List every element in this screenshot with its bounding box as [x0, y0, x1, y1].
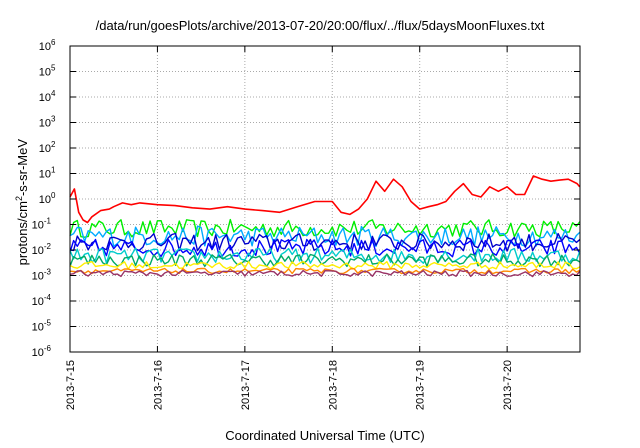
y-tick-label: 100 [39, 191, 56, 206]
y-tick-label: 106 [39, 38, 56, 53]
x-tick-label: 2013-7-15 [65, 360, 77, 410]
series-line [69, 260, 581, 270]
x-tick-label: 2013-7-20 [502, 360, 514, 410]
x-tick-label: 2013-7-17 [240, 360, 252, 410]
y-ticks: 10-6 10-5 10-4 10-3 10-2 10-1 100 101 102 103 104 1… [32, 38, 580, 359]
data-series [69, 175, 581, 278]
x-tick-label: 2013-7-18 [327, 360, 339, 410]
series-line [69, 267, 581, 275]
grid [70, 46, 580, 352]
y-tick-label: 10-3 [32, 268, 52, 283]
x-tick-label: 2013-7-19 [415, 360, 427, 410]
series-line [69, 253, 581, 268]
y-tick-label: 10-6 [32, 344, 52, 359]
y-tick-label: 105 [39, 64, 56, 79]
y-tick-label: 10-4 [32, 293, 52, 308]
series-line [69, 238, 581, 258]
y-tick-label: 103 [39, 115, 56, 130]
series-line [69, 175, 581, 224]
y-tick-label: 10-1 [32, 217, 52, 232]
x-ticks: 2013-7-15 2013-7-16 2013-7-17 2013-7-18 2013… [65, 46, 514, 410]
y-tick-label: 104 [39, 89, 56, 104]
x-tick-label: 2013-7-16 [152, 360, 164, 410]
series-line [69, 269, 581, 278]
y-tick-label: 10-5 [32, 319, 52, 334]
series-line [69, 225, 581, 248]
chart-title: /data/run/goesPlots/archive/2013-07-20/2… [95, 18, 545, 33]
y-tick-label: 101 [39, 166, 56, 181]
series-line [69, 232, 581, 252]
y-tick-label: 10-2 [32, 242, 52, 257]
x-axis-label: Coordinated Universal Time (UTC) [225, 428, 425, 443]
y-tick-label: 102 [39, 140, 56, 155]
